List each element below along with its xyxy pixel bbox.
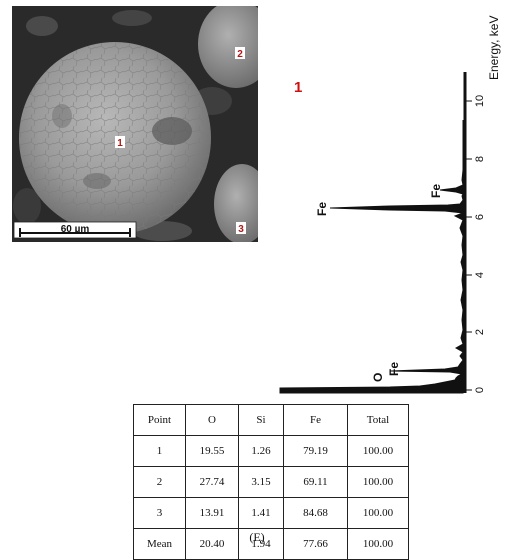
figure-caption: (E) — [249, 530, 265, 544]
table-cell: 3.15 — [238, 466, 284, 498]
peak-label-fe-kb: Fe — [429, 184, 443, 198]
table-cell: 100.00 — [347, 497, 409, 529]
table-cell: 27.74 — [185, 466, 239, 498]
sem-micrograph: 1 2 3 60 µm — [12, 6, 258, 242]
table-header-row: Point O Si Fe Total — [133, 404, 409, 436]
table-cell: 13.91 — [185, 497, 239, 529]
axis-ticks — [465, 100, 472, 391]
svg-text:O: O — [371, 373, 385, 382]
table-cell: 1.26 — [238, 435, 284, 467]
spectrum-label: 1 — [294, 79, 302, 96]
marker-point-1: 1 — [115, 136, 125, 149]
tick-label-2: 2 — [474, 329, 486, 335]
svg-text:8: 8 — [474, 156, 486, 162]
scale-bar: 60 µm — [13, 221, 137, 239]
svg-text:2: 2 — [474, 329, 486, 335]
table-cell: 69.11 — [283, 466, 348, 498]
marker-point-3: 3 — [236, 222, 246, 235]
header-total: Total — [347, 404, 409, 436]
table-cell: 3 — [133, 497, 186, 529]
table-cell: 100.00 — [347, 435, 409, 467]
svg-text:10: 10 — [474, 95, 486, 107]
peak-label-fe-low: Fe — [387, 362, 401, 376]
energy-axis-title: Energy, keV — [487, 16, 501, 80]
svg-text:1: 1 — [117, 138, 123, 149]
composition-table: Point O Si Fe Total 1 19.55 1.26 79.19 1… — [133, 404, 409, 560]
eds-spectrum: 1 Energy, keV 0 2 4 6 8 10 O Fe Fe Fe — [279, 16, 501, 394]
svg-text:Energy, keV: Energy, keV — [487, 16, 501, 80]
header-point: Point — [133, 404, 186, 436]
table-cell: 1 — [133, 435, 186, 467]
tick-label-10: 10 — [474, 95, 486, 107]
tick-label-4: 4 — [474, 272, 486, 278]
svg-text:2: 2 — [237, 49, 243, 60]
scale-bar-label: 60 µm — [61, 224, 90, 235]
tick-label-0: 0 — [474, 387, 486, 393]
header-o: O — [185, 404, 239, 436]
table-row: 2 27.74 3.15 69.11 100.00 — [133, 466, 409, 498]
header-fe: Fe — [283, 404, 348, 436]
peak-label-fe-ka: Fe — [315, 202, 329, 216]
table-cell: 84.68 — [283, 497, 348, 529]
composition-table-wrapper: Point O Si Fe Total 1 19.55 1.26 79.19 1… — [133, 404, 409, 560]
spectrum-trace — [279, 120, 464, 394]
svg-text:3: 3 — [238, 224, 244, 235]
table-row: 3 13.91 1.41 84.68 100.00 — [133, 497, 409, 529]
tick-label-6: 6 — [474, 214, 486, 220]
peak-label-o: O — [371, 373, 385, 382]
table-cell: 100.00 — [347, 466, 409, 498]
table-row: 1 19.55 1.26 79.19 100.00 — [133, 435, 409, 467]
svg-text:0: 0 — [474, 387, 486, 393]
svg-text:Fe: Fe — [387, 362, 401, 376]
svg-text:4: 4 — [474, 272, 486, 278]
table-cell: 1.41 — [238, 497, 284, 529]
marker-point-2: 2 — [235, 47, 245, 60]
tick-label-8: 8 — [474, 156, 486, 162]
table-cell: 79.19 — [283, 435, 348, 467]
header-si: Si — [238, 404, 284, 436]
table-cell: 2 — [133, 466, 186, 498]
svg-text:Fe: Fe — [429, 184, 443, 198]
svg-text:Fe: Fe — [315, 202, 329, 216]
svg-text:6: 6 — [474, 214, 486, 220]
table-cell: 19.55 — [185, 435, 239, 467]
